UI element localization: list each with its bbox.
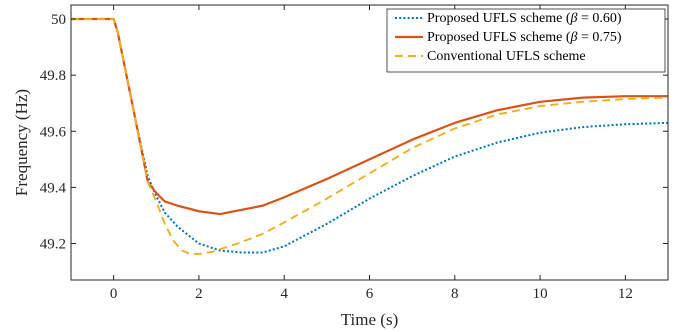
- x-tick-label: 10: [533, 286, 548, 302]
- x-tick-label: 4: [280, 286, 288, 302]
- y-tick-label: 50: [51, 12, 66, 28]
- legend-label-3: Conventional UFLS scheme: [427, 49, 586, 64]
- legend-label-text: Proposed UFLS scheme (: [427, 30, 571, 45]
- x-tick-label: 2: [195, 286, 203, 302]
- x-tick-label: 0: [110, 286, 118, 302]
- legend-label-value: = 0.60): [577, 11, 621, 26]
- legend: Proposed UFLS scheme (β = 0.60)Proposed …: [386, 8, 666, 73]
- legend-label-text: Proposed UFLS scheme (: [427, 11, 571, 26]
- series-layer: [71, 17, 668, 255]
- legend-label-1: Proposed UFLS scheme (β = 0.60): [427, 11, 622, 26]
- legend-beta-symbol: β: [570, 30, 578, 45]
- legend-label-text: Conventional UFLS scheme: [427, 49, 586, 64]
- y-tick-label: 49.6: [40, 124, 67, 140]
- x-axis-title: Time (s): [341, 310, 398, 329]
- y-tick-label: 49.8: [40, 68, 66, 84]
- legend-label-2: Proposed UFLS scheme (β = 0.75): [427, 30, 622, 45]
- legend-beta-symbol: β: [570, 11, 578, 26]
- series-line-3: [71, 18, 668, 255]
- y-tick-label: 49.4: [40, 180, 67, 196]
- legend-label-value: = 0.75): [577, 30, 621, 45]
- x-tick-label: 8: [451, 286, 459, 302]
- axis-ticks: 0 2 4 6 8 10 12 49.2 49.4 49.6 49.8 50: [40, 5, 668, 302]
- legend-box: [386, 8, 666, 73]
- x-tick-label: 6: [366, 286, 374, 302]
- y-axis-title: Frequency (Hz): [12, 89, 31, 196]
- x-tick-label: 12: [618, 286, 633, 302]
- y-tick-label: 49.2: [40, 237, 66, 253]
